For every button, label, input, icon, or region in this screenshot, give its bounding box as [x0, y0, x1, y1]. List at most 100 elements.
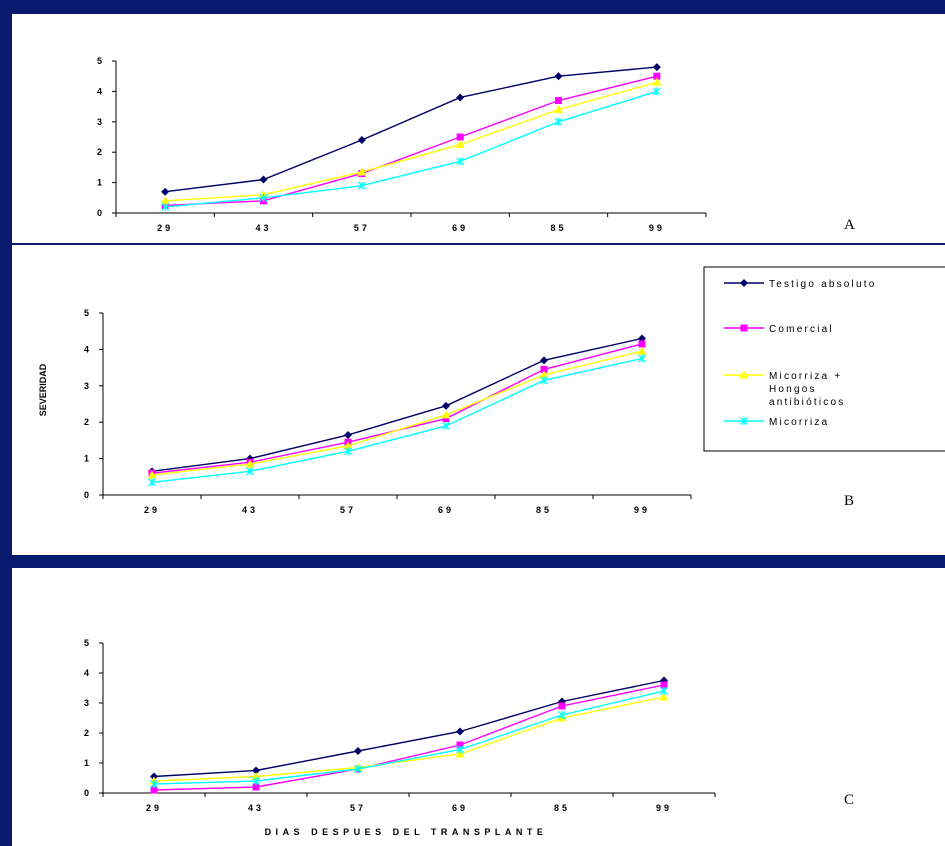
panel-label: B: [844, 493, 854, 509]
data-point: [354, 765, 362, 773]
series-line: [165, 90, 658, 208]
data-point: [160, 196, 170, 205]
chart-c-plot: 0 1 2 3 4 5 29 43 57 69 85 99: [84, 638, 716, 813]
x-axis-title: DIAS DESPUES DEL TRANSPLANTE: [265, 827, 548, 837]
data-point: [456, 133, 464, 141]
x-tick-label: 43: [242, 505, 258, 515]
data-point: [456, 157, 465, 166]
data-point: [652, 87, 661, 96]
x-tick-label: 69: [452, 223, 468, 233]
y-tick-label: 2: [84, 728, 89, 738]
data-point: [638, 340, 646, 348]
y-tick-label: 0: [84, 788, 89, 798]
x-tick-label: 69: [452, 803, 468, 813]
x-tick-label: 57: [354, 223, 370, 233]
x-tick-label: 99: [634, 505, 650, 515]
legend-label: Testigo absoluto: [769, 279, 876, 290]
data-point: [652, 77, 662, 86]
data-point: [660, 681, 668, 689]
series-2: [161, 72, 661, 209]
data-point: [245, 459, 255, 468]
y-tick-label: 5: [84, 308, 89, 318]
series-2: [150, 681, 668, 794]
data-point: [558, 711, 566, 719]
x-tick-label: 43: [255, 223, 271, 233]
y-tick-label: 4: [97, 86, 102, 96]
data-point: [555, 97, 562, 105]
legend-label: Hongos: [769, 384, 817, 395]
data-point: [660, 687, 668, 695]
data-point: [161, 202, 170, 211]
y-tick-label: 5: [84, 638, 89, 648]
series-4: [161, 87, 661, 211]
y-tick-label: 3: [84, 381, 89, 391]
panel-label: C: [844, 792, 854, 808]
legend-marker: [739, 370, 749, 379]
panel-label: A: [844, 217, 855, 233]
legend-marker: [740, 417, 748, 425]
legend-item-1: Testigo absoluto: [724, 279, 876, 290]
y-tick-label: 4: [84, 344, 89, 354]
y-tick-label: 1: [97, 178, 102, 188]
x-tick-label: 85: [554, 803, 570, 813]
data-point: [442, 401, 450, 410]
data-point: [259, 175, 268, 184]
legend-item-3: Micorriza + Hongos antibióticos: [724, 370, 845, 408]
data-point: [357, 181, 366, 190]
data-point: [455, 140, 465, 149]
x-tick-label: 85: [536, 505, 552, 515]
chart-panel-b: 0 1 2 3 4 5 29 43 57 69 85 99 B SEVERIDAD Testigo abso…: [12, 245, 945, 555]
data-point: [344, 430, 352, 439]
x-tick-label: 29: [157, 223, 173, 233]
y-tick-label: 3: [84, 698, 89, 708]
y-tick-label: 2: [84, 417, 89, 427]
data-point: [246, 467, 254, 476]
y-tick-label: 2: [97, 147, 102, 157]
data-point: [653, 72, 661, 80]
y-tick-label: 0: [84, 490, 89, 500]
chart-panel-c: 0 1 2 3 4 5 29 43 57 69 85 99 C DIAS DESPUES DEL TRAN…: [12, 568, 945, 846]
y-tick-label: 1: [84, 758, 89, 768]
x-tick-label: 29: [146, 803, 162, 813]
data-point: [540, 365, 548, 373]
chart-b-svg: 0 1 2 3 4 5 29 43 57 69 85 99 B SEVERIDAD Testigo abso…: [38, 266, 945, 515]
series-1: [148, 334, 646, 476]
data-point: [442, 421, 450, 430]
x-tick-label: 99: [656, 803, 672, 813]
series-line: [165, 81, 658, 202]
data-point: [456, 741, 464, 749]
x-tick-label: 85: [550, 223, 566, 233]
y-tick-label: 4: [84, 668, 89, 678]
data-point: [638, 354, 646, 363]
series-line: [153, 696, 665, 782]
legend-label: Micorriza +: [769, 371, 842, 382]
data-point: [357, 167, 367, 176]
series-3: [149, 692, 669, 785]
series-4: [148, 354, 646, 487]
legend: Testigo absoluto Comercial Micorriza + Hong…: [703, 266, 945, 452]
series-line: [151, 337, 643, 473]
legend-label: Comercial: [769, 324, 834, 335]
data-point: [539, 370, 549, 379]
legend-label: antibióticos: [769, 397, 845, 408]
y-tick-label: 0: [97, 208, 102, 218]
data-point: [259, 193, 268, 202]
data-point: [659, 692, 669, 701]
data-point: [456, 727, 464, 736]
x-tick-label: 43: [248, 803, 264, 813]
series-1: [150, 676, 668, 781]
x-tick-label: 69: [438, 505, 454, 515]
series-line: [151, 350, 643, 476]
data-point: [343, 441, 353, 450]
data-point: [456, 93, 465, 102]
chart-panel-a: 0 1 2 3 4 5 29 43 57 69 85 99 A: [12, 14, 945, 243]
series-line: [153, 679, 665, 778]
data-point: [637, 346, 647, 355]
chart-a-plot: 0 1 2 3 4 5 29 43 57 69 85 99: [97, 56, 707, 233]
data-point: [252, 766, 260, 775]
series-line: [153, 690, 665, 785]
x-tick-label: 29: [144, 505, 160, 515]
y-tick-label: 1: [84, 454, 89, 464]
legend-marker: [740, 279, 748, 287]
series-3: [160, 77, 662, 205]
